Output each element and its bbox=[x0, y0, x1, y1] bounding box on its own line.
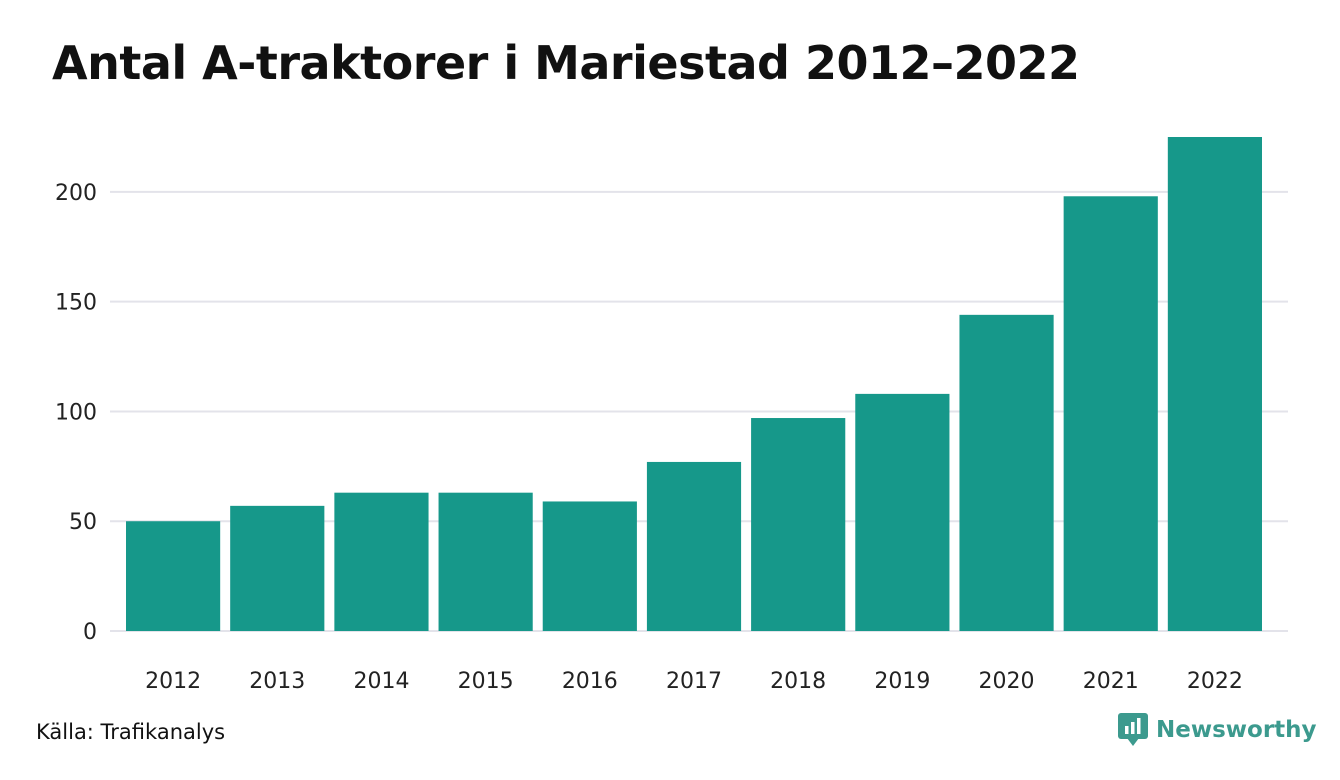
y-tick-label: 150 bbox=[55, 291, 97, 316]
y-axis-tick-labels: 0 50 100 150 200 bbox=[55, 181, 97, 645]
x-tick-label: 2019 bbox=[874, 669, 930, 694]
x-tick-label: 2012 bbox=[145, 669, 201, 694]
bar-2016 bbox=[542, 501, 637, 631]
bar-2015 bbox=[438, 492, 533, 631]
x-tick-label: 2014 bbox=[353, 669, 409, 694]
x-tick-label: 2022 bbox=[1187, 669, 1243, 694]
y-tick-label: 100 bbox=[55, 400, 97, 425]
brand-logo: Newsworthy bbox=[1118, 713, 1317, 747]
newsworthy-logo-icon bbox=[1118, 713, 1148, 746]
y-tick-label: 200 bbox=[55, 181, 97, 206]
x-tick-label: 2020 bbox=[979, 669, 1035, 694]
bar-2021 bbox=[1063, 196, 1158, 631]
source-note: Källa: Trafikanalys bbox=[36, 720, 226, 744]
bar-2012 bbox=[126, 521, 221, 631]
x-tick-label: 2021 bbox=[1083, 669, 1139, 694]
bar-2014 bbox=[334, 492, 429, 631]
bars bbox=[126, 137, 1262, 631]
x-tick-label: 2017 bbox=[666, 669, 722, 694]
bar-2022 bbox=[1167, 137, 1262, 631]
x-tick-label: 2018 bbox=[770, 669, 826, 694]
x-axis-tick-labels: 2012 2013 2014 2015 2016 2017 2018 2019 2020 2021… bbox=[145, 669, 1243, 694]
x-tick-label: 2016 bbox=[562, 669, 618, 694]
bar-2017 bbox=[646, 461, 742, 631]
y-tick-label: 50 bbox=[69, 510, 97, 535]
bar-2018 bbox=[751, 418, 846, 631]
bar-2013 bbox=[230, 505, 325, 631]
brand-name: Newsworthy bbox=[1156, 717, 1317, 743]
y-tick-label: 0 bbox=[83, 620, 97, 645]
bar-2020 bbox=[959, 314, 1054, 631]
bar-2019 bbox=[855, 393, 950, 631]
x-tick-label: 2013 bbox=[249, 669, 305, 694]
chart-title: Antal A-traktorer i Mariestad 2012–2022 bbox=[52, 36, 1080, 90]
x-tick-label: 2015 bbox=[458, 669, 514, 694]
